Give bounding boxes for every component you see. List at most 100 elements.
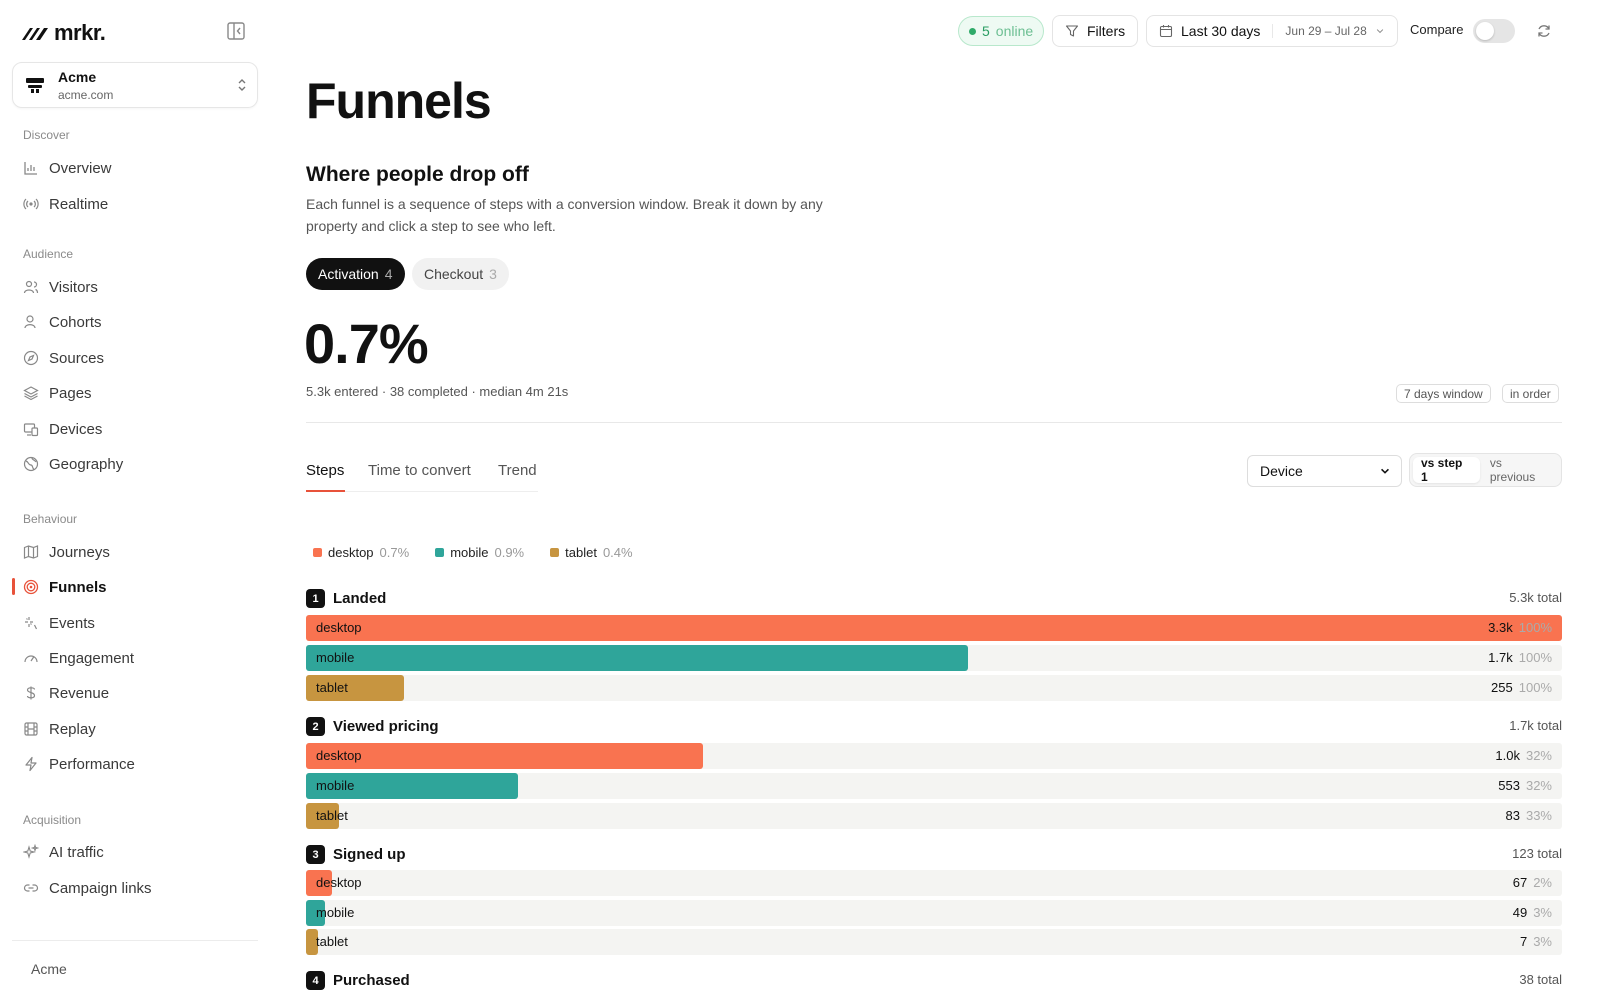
bar-value: 255 100% [1491, 680, 1552, 695]
bar-label: tablet [316, 680, 348, 695]
compare-label: Compare [1410, 22, 1464, 37]
toggle-knob [1476, 22, 1494, 40]
sidebar-item-events[interactable]: Events [23, 611, 95, 635]
step-name: Viewed pricing [333, 718, 439, 735]
step-header[interactable]: 4 Purchased [306, 971, 410, 990]
step-name: Signed up [333, 846, 406, 863]
window-chip: 7 days window [1396, 384, 1491, 403]
bar-row[interactable]: tablet 7 3% [306, 929, 1562, 955]
sidebar-item-engagement[interactable]: Engagement [23, 646, 134, 670]
sidebar-item-realtime[interactable]: Realtime [23, 192, 108, 216]
sidebar-item-pages[interactable]: Pages [23, 381, 92, 405]
sidebar-item-label: Geography [49, 455, 124, 473]
vs-previous-button[interactable]: vs previous [1489, 456, 1536, 484]
breakdown-select[interactable]: Device [1247, 455, 1402, 487]
legend-pct: 0.7% [379, 545, 410, 560]
sidebar-item-label: Pages [49, 384, 92, 402]
org-icon [26, 78, 44, 93]
step-header[interactable]: 2 Viewed pricing [306, 717, 439, 736]
bar-fill [306, 773, 518, 799]
sidebar-item-cohorts[interactable]: Cohorts [23, 310, 102, 334]
step-header[interactable]: 1 Landed [306, 589, 386, 608]
bar-label: mobile [316, 778, 355, 793]
bar-row[interactable]: desktop 67 2% [306, 870, 1562, 896]
sidebar-item-campaign-links[interactable]: Campaign links [23, 876, 152, 900]
bar-row[interactable]: desktop 1.0k 32% [306, 743, 1562, 769]
bar-row[interactable]: mobile 553 32% [306, 773, 1562, 799]
section-behaviour: Behaviour [23, 512, 78, 526]
date-range-button[interactable]: Last 30 days Jun 29 – Jul 28 [1146, 15, 1398, 47]
step-header[interactable]: 3 Signed up [306, 845, 406, 864]
sidebar-item-devices[interactable]: Devices [23, 417, 102, 441]
legend-item[interactable]: desktop 0.7% [313, 545, 409, 560]
dollar-icon [26, 686, 36, 700]
divider [306, 422, 1562, 423]
brand-logo[interactable]: mrkr. [20, 20, 106, 46]
tab-steps[interactable]: Steps [306, 462, 345, 479]
sidebar-item-label: Performance [49, 755, 135, 773]
funnel-tab-label: Checkout [424, 266, 484, 282]
org-domain: acme.com [58, 88, 114, 102]
chevron-down-icon [1381, 468, 1389, 474]
legend-item[interactable]: tablet 0.4% [550, 545, 633, 560]
bar-row[interactable]: tablet 83 33% [306, 803, 1562, 829]
section-subtitle: Where people drop off [306, 163, 529, 186]
bar-value: 49 3% [1512, 905, 1552, 920]
map-icon [23, 545, 39, 559]
bar-label: mobile [316, 905, 355, 920]
step-total: 123 total [1512, 846, 1562, 861]
legend-item[interactable]: mobile 0.9% [435, 545, 524, 560]
legend-name: desktop [328, 545, 374, 560]
chevron-down-icon [1376, 29, 1384, 34]
vs-step-1-button[interactable]: vs step 1 [1413, 456, 1480, 484]
sidebar-item-label: Realtime [49, 195, 109, 213]
sidebar-item-ai-traffic[interactable]: AI traffic [23, 840, 104, 864]
funnel-tab-count: 3 [489, 266, 497, 282]
org-switcher[interactable]: Acme acme.com [12, 62, 258, 108]
bar-row[interactable]: tablet 255 100% [306, 675, 1562, 701]
link-icon [23, 884, 39, 892]
bar-row[interactable]: desktop 3.3k 100% [306, 615, 1562, 641]
online-count: 5 [982, 23, 990, 39]
sidebar-item-visitors[interactable]: Visitors [23, 275, 98, 299]
globe-icon [23, 456, 39, 472]
tab-trend[interactable]: Trend [498, 462, 537, 479]
sidebar-collapse-icon[interactable] [226, 21, 246, 41]
compare-toggle[interactable] [1473, 19, 1515, 43]
bar-row[interactable]: mobile 49 3% [306, 900, 1562, 926]
active-tab-underline [306, 490, 345, 492]
conversion-detail: 5.3k entered · 38 completed · median 4m … [306, 384, 569, 399]
org-name: Acme [58, 69, 97, 85]
sidebar-item-revenue[interactable]: Revenue [23, 681, 109, 705]
tab-time-to-convert[interactable]: Time to convert [368, 462, 471, 479]
refresh-icon[interactable] [1536, 23, 1552, 39]
legend-pct: 0.4% [602, 545, 633, 560]
date-range-dates: Jun 29 – Jul 28 [1272, 24, 1367, 38]
funnel-tab-checkout[interactable]: Checkout 3 [412, 258, 509, 290]
sidebar-item-sources[interactable]: Sources [23, 346, 104, 370]
logo-mark-icon [22, 28, 48, 40]
sidebar-item-replay[interactable]: Replay [23, 717, 96, 741]
sidebar-item-overview[interactable]: Overview [23, 156, 112, 180]
online-indicator[interactable]: 5 online [958, 16, 1045, 46]
sidebar-item-geography[interactable]: Geography [23, 452, 123, 476]
bar-value: 553 32% [1498, 778, 1552, 793]
step-number: 1 [306, 589, 325, 608]
breakdown-value: Device [1260, 463, 1303, 479]
section-acquisition: Acquisition [23, 813, 82, 827]
bar-value: 67 2% [1512, 875, 1552, 890]
step-number: 4 [306, 971, 325, 990]
footer-org-name[interactable]: Acme [31, 961, 67, 977]
broadcast-icon [23, 198, 39, 210]
bar-row[interactable]: mobile 1.7k 100% [306, 645, 1562, 671]
sidebar-item-funnels[interactable]: Funnels [23, 575, 107, 599]
filters-button[interactable]: Filters [1052, 15, 1139, 47]
sidebar-item-journeys[interactable]: Journeys [23, 540, 110, 564]
step-total: 5.3k total [1509, 590, 1562, 605]
date-range-label: Last 30 days [1181, 23, 1261, 39]
sparkle-icon [25, 617, 38, 630]
sidebar-item-label: Cohorts [49, 313, 102, 331]
funnel-tab-activation[interactable]: Activation 4 [306, 258, 405, 290]
online-label: online [995, 23, 1034, 39]
sidebar-item-performance[interactable]: Performance [23, 752, 135, 776]
